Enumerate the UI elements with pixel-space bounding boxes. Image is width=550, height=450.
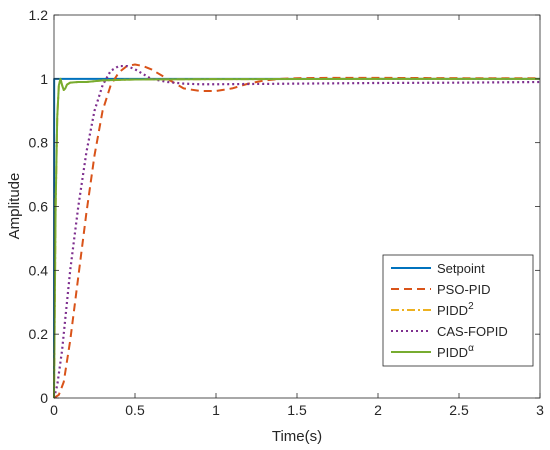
y-tick-label: 0 [40,390,48,406]
y-tick-label: 1 [40,71,48,87]
y-tick-label: 0.8 [29,135,49,151]
y-tick-label: 0.6 [29,199,49,215]
x-tick-label: 1 [212,402,220,418]
y-axis-label: Amplitude [6,173,23,240]
y-axis-ticks: 0 0.2 0.4 0.6 0.8 1 1.2 [29,7,540,406]
x-axis-ticks: 0 0.5 1 1.5 2 2.5 3 [50,15,544,418]
series-line-pso-pid [53,63,540,399]
legend-label: CAS-FOPID [437,324,508,339]
legend-label: Setpoint [437,261,485,276]
x-tick-label: 0.5 [125,402,145,418]
series-line-pidd- [53,77,540,399]
x-axis-label: Time(s) [272,428,322,445]
x-tick-label: 2.5 [449,402,469,418]
x-tick-label: 0 [50,402,58,418]
legend: Setpoint PSO-PID PIDD2 CAS-FOPID PIDDα [382,254,534,367]
legend-label: PSO-PID [437,282,490,297]
x-tick-label: 3 [536,402,544,418]
y-tick-label: 0.2 [29,326,49,342]
y-tick-label: 1.2 [29,7,49,23]
legend-label: PIDDα [437,343,474,360]
x-tick-label: 2 [374,402,382,418]
x-tick-label: 1.5 [287,402,307,418]
series-line-cas-fopid [52,64,541,399]
y-tick-label: 0.4 [29,262,49,278]
legend-label: PIDD2 [437,301,474,318]
